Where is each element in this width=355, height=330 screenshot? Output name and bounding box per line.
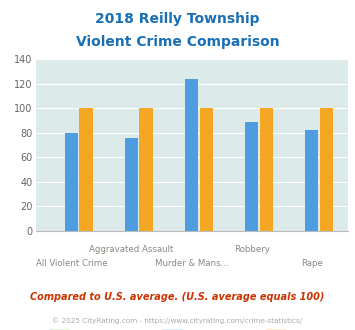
Legend: Reilly Township, Pennsylvania, National: Reilly Township, Pennsylvania, National — [44, 325, 339, 330]
Text: Aggravated Assault: Aggravated Assault — [89, 245, 174, 254]
Text: Robbery: Robbery — [234, 245, 270, 254]
Text: 2018 Reilly Township: 2018 Reilly Township — [95, 12, 260, 25]
Bar — [200, 109, 213, 231]
Bar — [320, 109, 333, 231]
Bar — [125, 138, 138, 231]
Bar — [140, 109, 153, 231]
Bar — [260, 109, 273, 231]
Bar — [80, 109, 93, 231]
Bar — [65, 133, 78, 231]
Bar — [185, 79, 198, 231]
Text: All Violent Crime: All Violent Crime — [36, 259, 107, 268]
Bar — [305, 130, 318, 231]
Text: Murder & Mans...: Murder & Mans... — [155, 259, 229, 268]
Text: Compared to U.S. average. (U.S. average equals 100): Compared to U.S. average. (U.S. average … — [30, 292, 325, 302]
Text: Violent Crime Comparison: Violent Crime Comparison — [76, 35, 279, 49]
Text: © 2025 CityRating.com - https://www.cityrating.com/crime-statistics/: © 2025 CityRating.com - https://www.city… — [53, 317, 302, 324]
Bar — [245, 122, 258, 231]
Text: Rape: Rape — [301, 259, 323, 268]
